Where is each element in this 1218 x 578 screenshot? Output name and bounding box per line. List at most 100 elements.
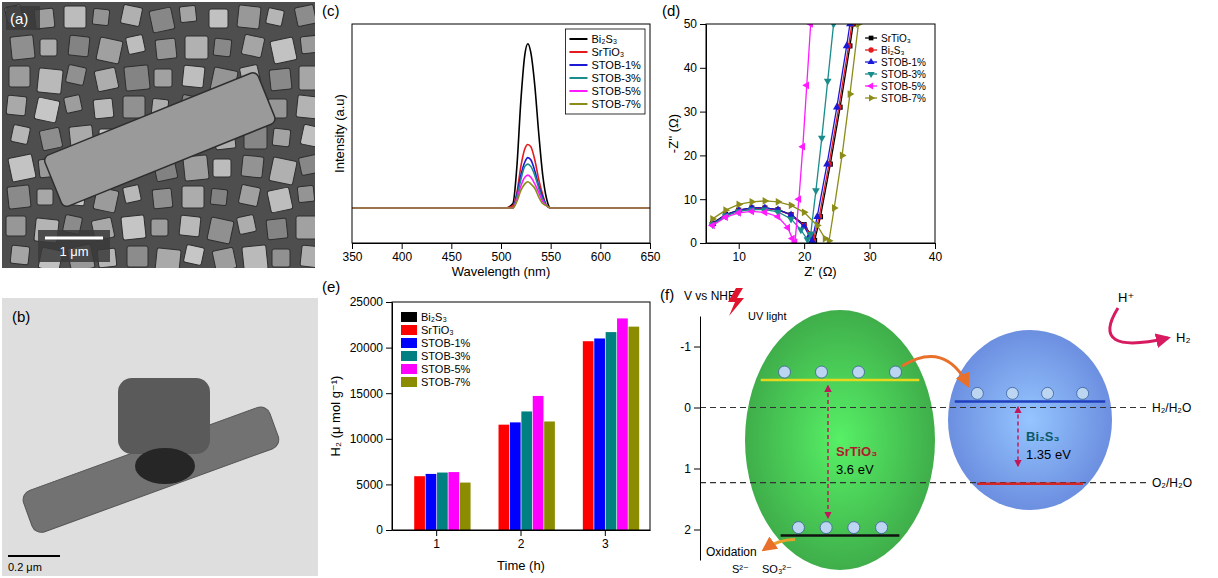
crystal — [294, 4, 315, 27]
bar — [426, 474, 437, 530]
tick-label: 50 — [684, 17, 698, 31]
data-point — [783, 224, 790, 232]
crystal — [183, 244, 204, 265]
bar — [437, 473, 448, 530]
tick: 0 — [684, 401, 700, 415]
legend-label: STOB-3% — [591, 72, 641, 84]
bar — [414, 476, 425, 530]
tick: 25000 — [350, 295, 392, 309]
data-point — [813, 212, 821, 219]
tick-label: 2 — [518, 537, 525, 551]
figure: (a)1 μm(b)0.2 μm350400450500550600650Wav… — [0, 0, 1218, 578]
x-axis-title: Wavelength (nm) — [452, 264, 551, 279]
legend-key — [401, 312, 417, 322]
panel-c: 350400450500550600650Wavelength (nm)Inte… — [322, 2, 661, 279]
bar — [606, 332, 617, 530]
legend-label: STOB-1% — [421, 337, 471, 349]
x-axis: 123 — [393, 530, 651, 551]
tick: 0 — [690, 236, 706, 250]
tick-label: -1 — [680, 340, 691, 354]
crystal — [266, 218, 288, 240]
legend-entry: STOB-1% — [401, 337, 471, 349]
tick-mark — [551, 243, 552, 249]
tick-mark — [700, 112, 706, 113]
legend-key — [401, 325, 417, 335]
crystal — [269, 68, 292, 91]
annotation: S²⁻ — [732, 563, 749, 575]
data-point — [734, 209, 741, 217]
crystal — [207, 217, 234, 244]
label-patch — [6, 6, 40, 30]
tick-mark — [451, 243, 452, 249]
tick-label: 0 — [690, 236, 697, 250]
conduction-band — [761, 379, 920, 382]
legend-entry: STOB-3% — [569, 72, 641, 84]
legend-entry: Bi₂S₃ — [401, 311, 447, 323]
legend-label: Bi₂S₃ — [591, 33, 617, 45]
panel-label: (f) — [660, 286, 674, 303]
tick-label: 40 — [684, 61, 698, 75]
crystal — [123, 185, 142, 204]
data-point — [823, 160, 831, 167]
legend-label: STOB-5% — [421, 363, 471, 375]
spectrum-line — [352, 144, 650, 208]
semiconductor — [745, 310, 935, 570]
data-point — [789, 201, 796, 209]
y-axis-title: H₂ (μ mol g⁻¹) — [328, 376, 343, 457]
data-point — [797, 228, 805, 235]
data-point — [747, 208, 754, 216]
data-point — [736, 201, 743, 209]
legend-key — [569, 64, 587, 66]
tick-label: 5000 — [356, 478, 383, 492]
tick: 30 — [684, 105, 706, 119]
legend-entry: STOB-3% — [401, 350, 471, 362]
crystal — [272, 128, 291, 147]
crystal — [266, 8, 285, 27]
tick: 40 — [929, 243, 943, 264]
tick: 20 — [798, 243, 812, 264]
crystal — [127, 246, 148, 267]
transfer-arrow — [902, 357, 968, 386]
tick: 20 — [684, 149, 706, 163]
crystal — [241, 155, 264, 178]
data-point — [710, 215, 717, 223]
legend: Bi₂S₃SrTiO₃STOB-1%STOB-3%STOB-5%STOB-7% — [565, 29, 645, 114]
legend-key — [401, 351, 417, 361]
legend-key — [569, 77, 587, 79]
crystal — [65, 64, 86, 85]
bar — [583, 341, 594, 530]
tick-mark — [694, 469, 700, 470]
crystal — [39, 127, 63, 151]
legend-entry: Bi₂S₃ — [569, 33, 617, 45]
tick: 0 — [376, 523, 392, 537]
panel-label: (b) — [12, 308, 30, 325]
tick: 5000 — [356, 478, 392, 492]
crystal — [238, 184, 261, 207]
scale-label: 1 μm — [59, 244, 88, 259]
legend-entry: STOB-5% — [865, 81, 926, 92]
tick-mark — [694, 347, 700, 348]
crystal — [10, 35, 35, 60]
tick-mark — [436, 530, 437, 536]
crystal — [213, 38, 232, 57]
y-axis: 0500010000150002000025000 — [350, 295, 393, 537]
tick: 600 — [591, 243, 611, 264]
impedance-line — [713, 24, 811, 242]
annotation: H₂ — [1176, 330, 1190, 345]
crystal — [209, 9, 228, 28]
legend: SrTiO₃Bi₂S₃STOB-1%STOB-3%STOB-5%STOB-7% — [865, 33, 926, 104]
tick: 1 — [684, 462, 700, 476]
legend-entry: STOB-5% — [401, 363, 471, 375]
tick-mark — [700, 24, 706, 25]
legend-entry: SrTiO₃ — [569, 46, 624, 58]
tick-mark — [650, 243, 651, 249]
tick: 650 — [640, 243, 660, 264]
crystal — [212, 247, 237, 268]
crystal — [182, 186, 204, 208]
tick: 3 — [602, 530, 609, 551]
x-axis-title: Time (h) — [497, 558, 545, 573]
tick: 350 — [342, 243, 362, 264]
scale-patch — [38, 230, 110, 262]
data-point — [832, 204, 839, 212]
bar — [628, 327, 639, 530]
